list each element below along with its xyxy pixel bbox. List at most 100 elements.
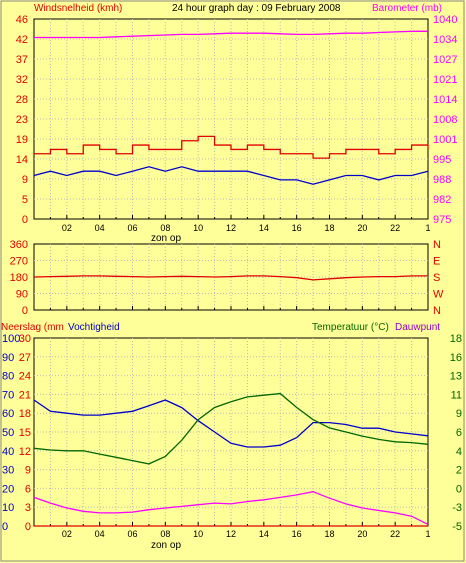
x-tick-label: 14 — [259, 223, 269, 233]
wind-speed-tick-label: 46 — [16, 14, 28, 26]
x-tick-label: 18 — [324, 223, 334, 233]
direction-tick-label: 0 — [22, 305, 28, 317]
compass-tick-label: N — [433, 239, 441, 251]
x-tick-label: 20 — [357, 223, 367, 233]
temperature-tick-label: 0 — [456, 483, 462, 495]
barometer-tick-label: 1021 — [433, 74, 457, 86]
x-tick-label: 04 — [95, 529, 105, 539]
wind-speed-tick-label: 19 — [16, 134, 28, 146]
x-tick-label: 22 — [390, 529, 400, 539]
x-tick-label: 22 — [390, 223, 400, 233]
barometer-tick-label: 995 — [433, 154, 451, 166]
compass-tick-label: W — [433, 289, 444, 301]
wind-speed-tick-label: 9 — [22, 174, 28, 186]
temperature-tick-label: 4 — [456, 446, 462, 458]
wind-speed-tick-label: 14 — [16, 154, 28, 166]
compass-tick-label: S — [433, 272, 440, 284]
compass-tick-label: N — [433, 305, 441, 317]
barometer-tick-label: 1034 — [433, 34, 457, 46]
barometer-tick-label: 1001 — [433, 134, 457, 146]
rain-tick-label: 12 — [19, 446, 31, 458]
barometer-tick-label: 982 — [433, 194, 451, 206]
rain-tick-label: 3 — [25, 502, 31, 514]
x-tick-label: 14 — [259, 529, 269, 539]
barometer-tick-label: 975 — [433, 214, 451, 226]
humidity-tick-label: 90 — [2, 352, 14, 364]
x-tick-label: 16 — [292, 223, 302, 233]
temperature-tick-label: 11 — [451, 389, 462, 401]
temperature-tick-label: -5 — [452, 521, 462, 533]
humidity-tick-label: 100 — [2, 333, 20, 345]
x-tick-label: 08 — [160, 529, 170, 539]
rain-tick-label: 18 — [19, 408, 31, 420]
rain-tick-label: 30 — [19, 333, 31, 345]
wind-speed-tick-label: 0 — [22, 214, 28, 226]
x-tick-label: 02 — [62, 529, 72, 539]
temperature-axis-title: Temperatuur (°C) — [312, 322, 389, 333]
humidity-tick-label: 30 — [2, 465, 14, 477]
rain-tick-label: 15 — [19, 427, 31, 439]
barometer-tick-label: 1027 — [433, 54, 457, 66]
temperature-tick-label: 6 — [456, 427, 462, 439]
compass-tick-label: E — [433, 256, 440, 268]
sunrise-note-top: zon op — [151, 233, 181, 244]
barometer-axis-title: Barometer (mb) — [372, 3, 442, 14]
x-tick-label: 20 — [357, 529, 367, 539]
rain-tick-label: 21 — [19, 389, 31, 401]
humidity-tick-label: 0 — [2, 521, 8, 533]
wind-direction-line — [33, 275, 428, 281]
rain-tick-label: 27 — [19, 352, 31, 364]
wind-speed-tick-label: 5 — [22, 194, 28, 206]
humidity-tick-label: 80 — [2, 371, 14, 383]
humidity-tick-label: 70 — [2, 389, 14, 401]
x-tick-label: 06 — [127, 529, 137, 539]
barometer-tick-label: 1040 — [433, 14, 457, 26]
direction-tick-label: 90 — [16, 289, 28, 301]
x-tick-label: 06 — [127, 223, 137, 233]
humidity-axis-title: Vochtigheid — [68, 322, 120, 333]
humidity-tick-label: 10 — [2, 502, 14, 514]
rain-axis-title: Neerslag (mm — [1, 322, 64, 333]
rain-tick-label: 24 — [19, 371, 31, 383]
x-tick-label: 02 — [62, 223, 72, 233]
x-tick-label: 08 — [160, 223, 170, 233]
temperature-tick-label: 13 — [450, 371, 462, 383]
wind-gust-line — [34, 135, 429, 159]
wind-speed-axis-title: Windsnelheid (kmh) — [34, 3, 122, 14]
humidity-tick-label: 50 — [2, 427, 14, 439]
barometer-tick-label: 988 — [433, 174, 451, 186]
humidity-tick-label: 20 — [2, 483, 14, 495]
direction-tick-label: 180 — [10, 272, 28, 284]
wind-average-line — [33, 166, 429, 185]
barometer-line — [34, 30, 428, 39]
wind-speed-tick-label: 23 — [16, 114, 28, 126]
wind-speed-tick-label: 32 — [16, 74, 28, 86]
humidity-tick-label: 40 — [2, 446, 14, 458]
direction-tick-label: 360 — [10, 239, 28, 251]
x-tick-label: 04 — [95, 223, 105, 233]
temperature-line — [33, 392, 429, 465]
wind-speed-tick-label: 42 — [16, 34, 28, 46]
wind-speed-tick-label: 28 — [16, 94, 28, 106]
x-tick-label: 12 — [226, 223, 236, 233]
x-tick-label: 1 — [425, 529, 430, 539]
x-tick-label: 10 — [193, 529, 203, 539]
temperature-tick-label: 2 — [456, 465, 462, 477]
humidity-tick-label: 60 — [2, 408, 14, 420]
rain-tick-label: 6 — [25, 483, 31, 495]
dewpoint-axis-title: Dauwpunt — [395, 322, 440, 333]
temperature-tick-label: 16 — [450, 352, 462, 364]
temperature-tick-label: 18 — [450, 333, 462, 345]
x-tick-label: 10 — [193, 223, 203, 233]
rain-tick-label: 9 — [25, 465, 31, 477]
barometer-tick-label: 1008 — [433, 114, 457, 126]
x-tick-label: 16 — [292, 529, 302, 539]
dewpoint-line — [33, 491, 429, 525]
sunrise-note-bottom: zon op — [151, 540, 181, 551]
chart-title: 24 hour graph day : 09 February 2008 — [172, 3, 341, 14]
wind-speed-tick-label: 37 — [16, 54, 28, 66]
direction-tick-label: 270 — [10, 256, 28, 268]
x-tick-label: 12 — [226, 529, 236, 539]
